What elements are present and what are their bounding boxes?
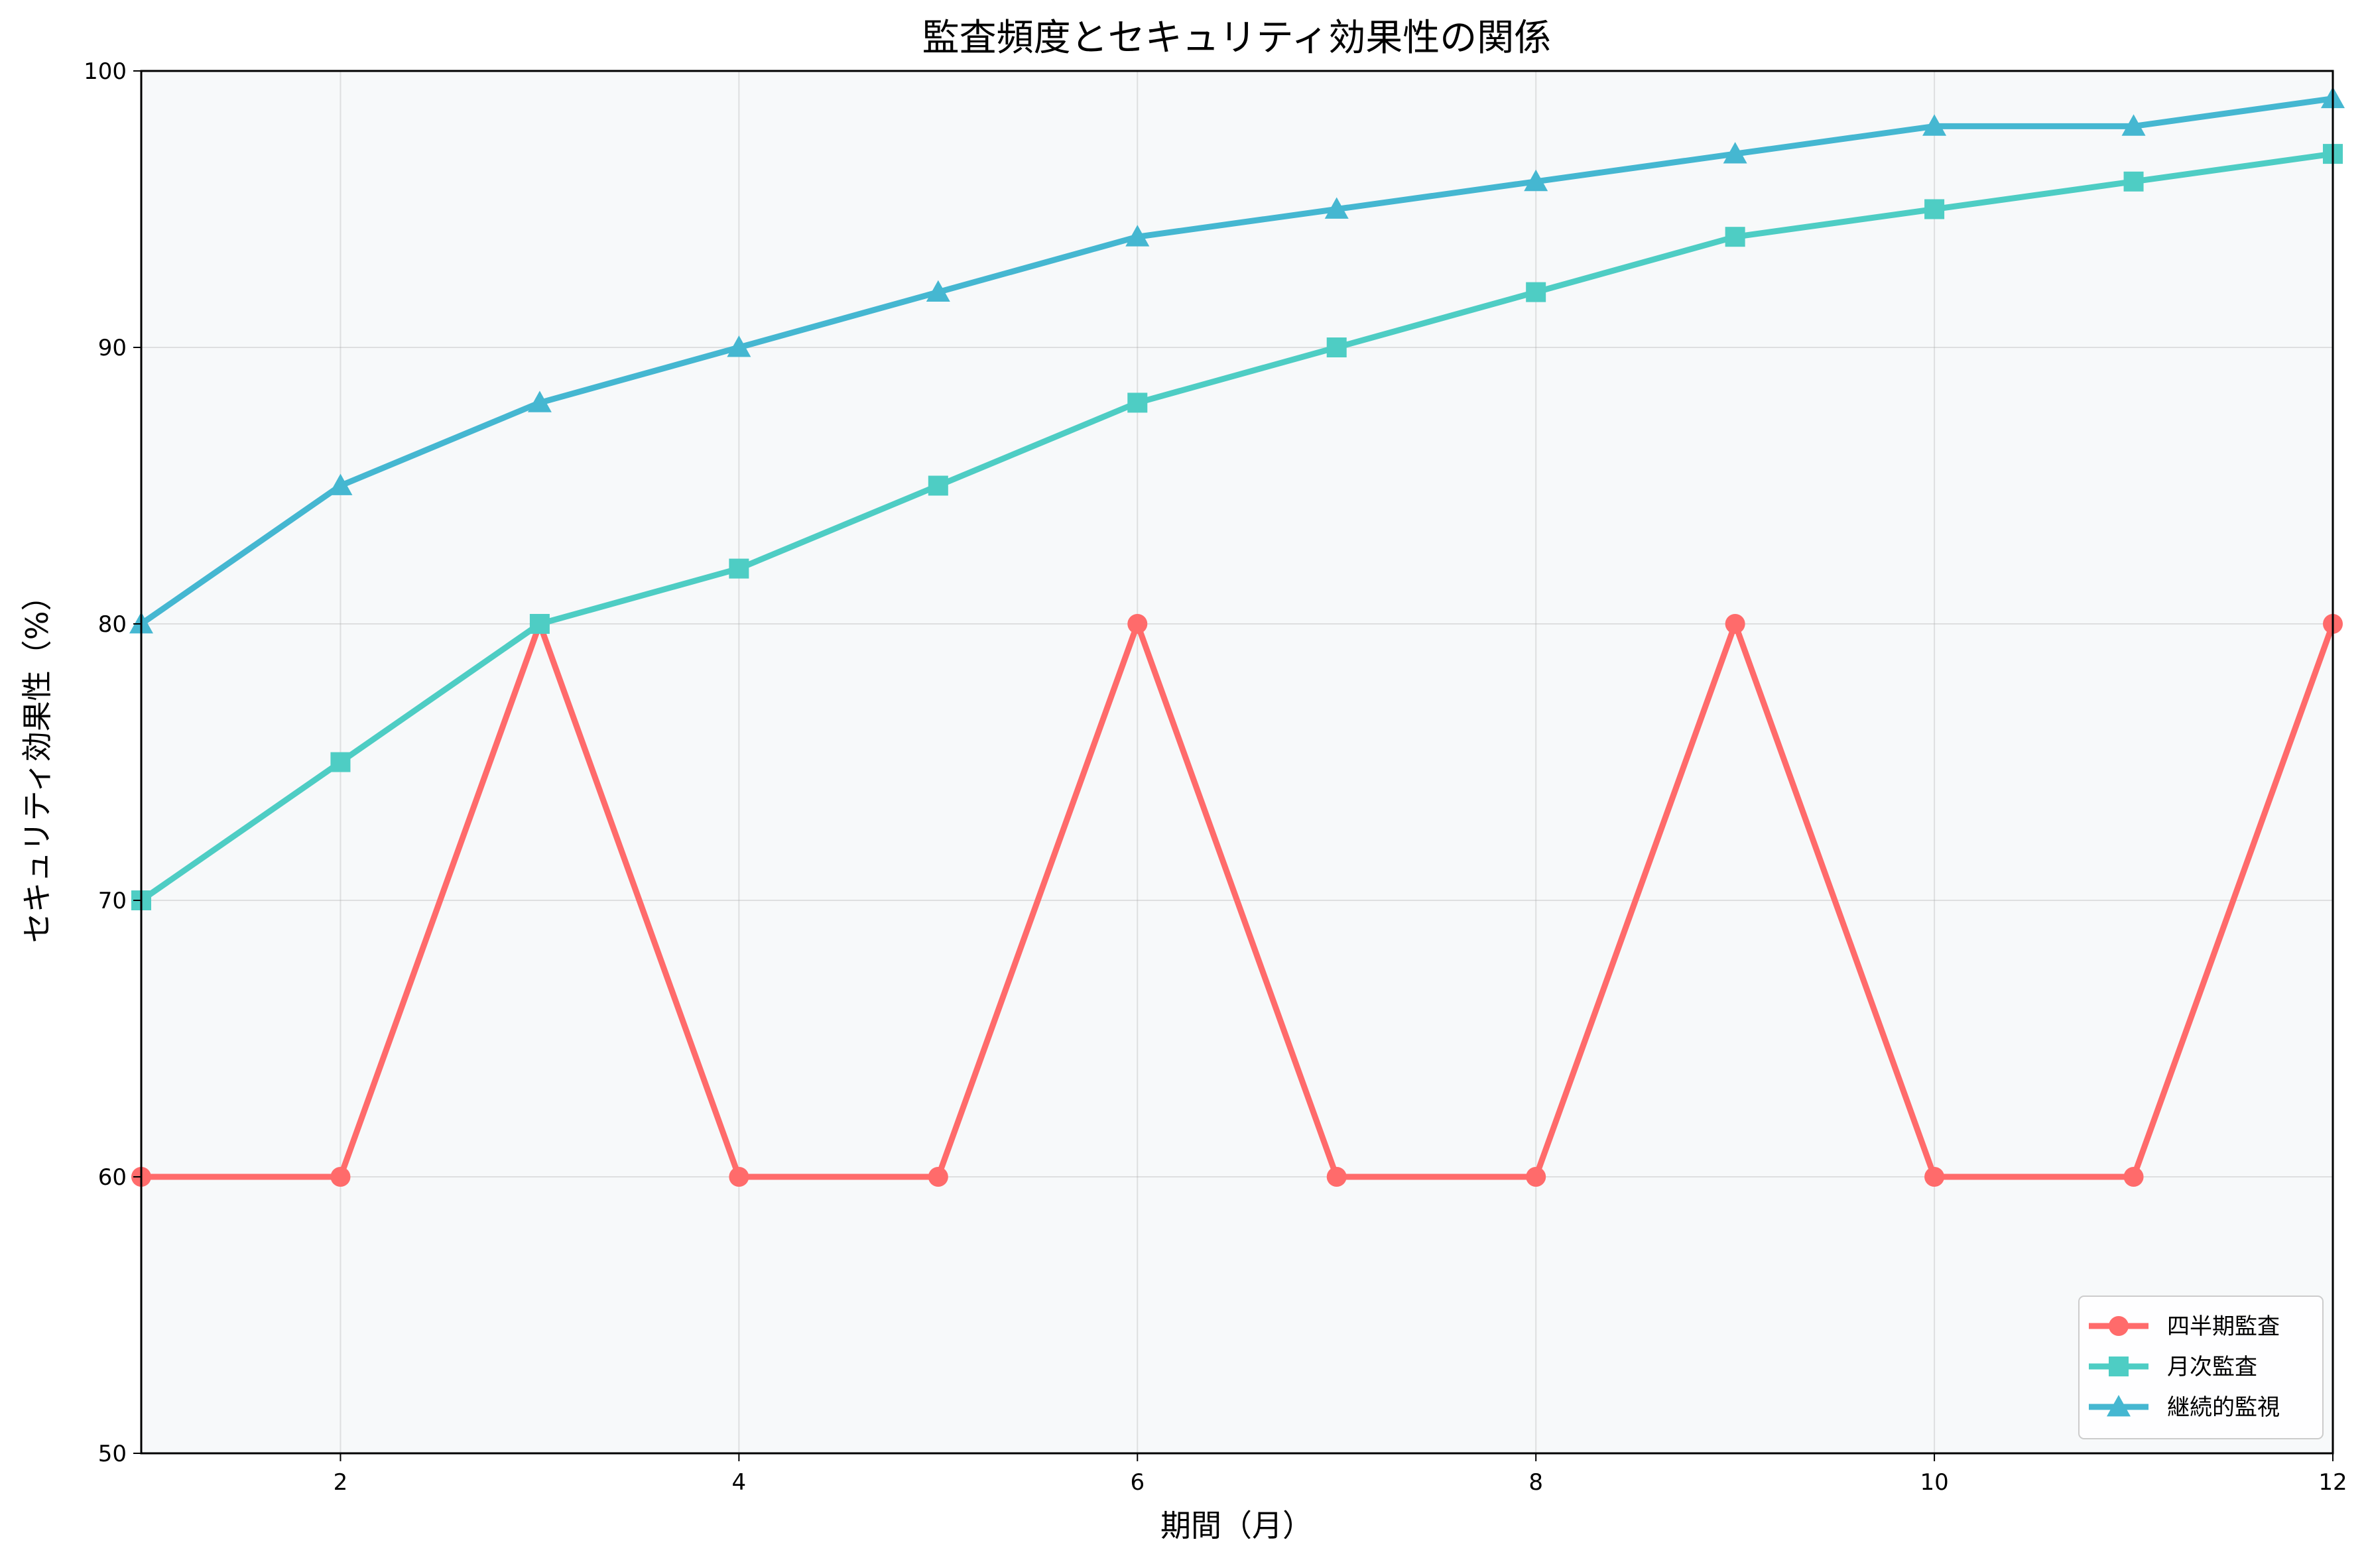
legend-marker bbox=[2109, 1357, 2129, 1376]
data-point bbox=[1725, 614, 1745, 634]
data-point bbox=[2123, 1167, 2144, 1187]
data-point bbox=[529, 614, 550, 634]
y-tick-label: 70 bbox=[98, 888, 127, 914]
x-tick-label: 6 bbox=[1130, 1469, 1145, 1496]
data-point bbox=[1922, 114, 1947, 136]
data-point bbox=[1924, 199, 1945, 219]
data-point bbox=[729, 558, 749, 579]
data-point bbox=[1324, 197, 1349, 219]
x-tick-label: 4 bbox=[732, 1469, 747, 1496]
data-point bbox=[330, 1167, 351, 1187]
x-tick-label: 10 bbox=[1920, 1469, 1948, 1496]
x-tick-label: 2 bbox=[334, 1469, 348, 1496]
series-layer bbox=[129, 86, 2345, 1187]
y-axis: 50 60 70 80 90 100 bbox=[84, 58, 141, 1467]
data-point bbox=[1127, 614, 1148, 634]
data-point bbox=[1725, 227, 1745, 247]
x-axis-title: 期間（月） bbox=[1160, 1508, 1313, 1543]
data-point bbox=[330, 752, 351, 772]
y-tick-label: 60 bbox=[98, 1164, 127, 1191]
data-point bbox=[1326, 1167, 1347, 1187]
data-point bbox=[928, 475, 948, 496]
legend-marker bbox=[2107, 1395, 2131, 1417]
data-point bbox=[1127, 392, 1148, 413]
x-tick-label: 8 bbox=[1528, 1469, 1543, 1496]
data-point bbox=[1125, 225, 1150, 247]
data-point bbox=[1723, 142, 1747, 164]
series-line bbox=[138, 151, 2336, 904]
legend-marker bbox=[2109, 1316, 2129, 1336]
data-point bbox=[926, 280, 950, 302]
legend-box bbox=[2078, 1296, 2324, 1439]
data-point bbox=[1524, 169, 1548, 192]
data-point bbox=[928, 1167, 948, 1187]
x-axis: 2 4 6 8 10 12 bbox=[334, 1453, 2347, 1496]
legend-label: 継続的監視 bbox=[2167, 1394, 2280, 1421]
series-line bbox=[138, 621, 2336, 1180]
y-axis-title: セキュリティ効果性（%） bbox=[19, 581, 55, 943]
legend-label: 月次監査 bbox=[2167, 1354, 2257, 1380]
data-point bbox=[527, 391, 552, 412]
x-tick-label: 12 bbox=[2318, 1469, 2347, 1496]
data-point bbox=[1526, 282, 1546, 302]
series-line bbox=[138, 95, 2336, 627]
legend-label: 四半期監査 bbox=[2167, 1313, 2280, 1340]
data-point bbox=[2121, 114, 2146, 136]
series-2 bbox=[131, 144, 2343, 910]
data-point bbox=[1326, 337, 1347, 357]
y-tick-label: 80 bbox=[98, 611, 127, 638]
data-point bbox=[727, 335, 751, 357]
data-point bbox=[328, 473, 353, 495]
data-point bbox=[1924, 1167, 1945, 1187]
plot-background bbox=[141, 71, 2333, 1453]
data-point bbox=[2123, 171, 2144, 192]
y-tick-label: 100 bbox=[84, 58, 127, 85]
data-point bbox=[1526, 1167, 1546, 1187]
y-tick-label: 50 bbox=[98, 1441, 127, 1467]
data-point bbox=[729, 1167, 749, 1187]
plot-frame bbox=[140, 70, 2334, 1455]
chart-title: 監査頻度とセキュリティ効果性の関係 bbox=[922, 17, 1552, 60]
y-tick-label: 90 bbox=[98, 335, 127, 361]
